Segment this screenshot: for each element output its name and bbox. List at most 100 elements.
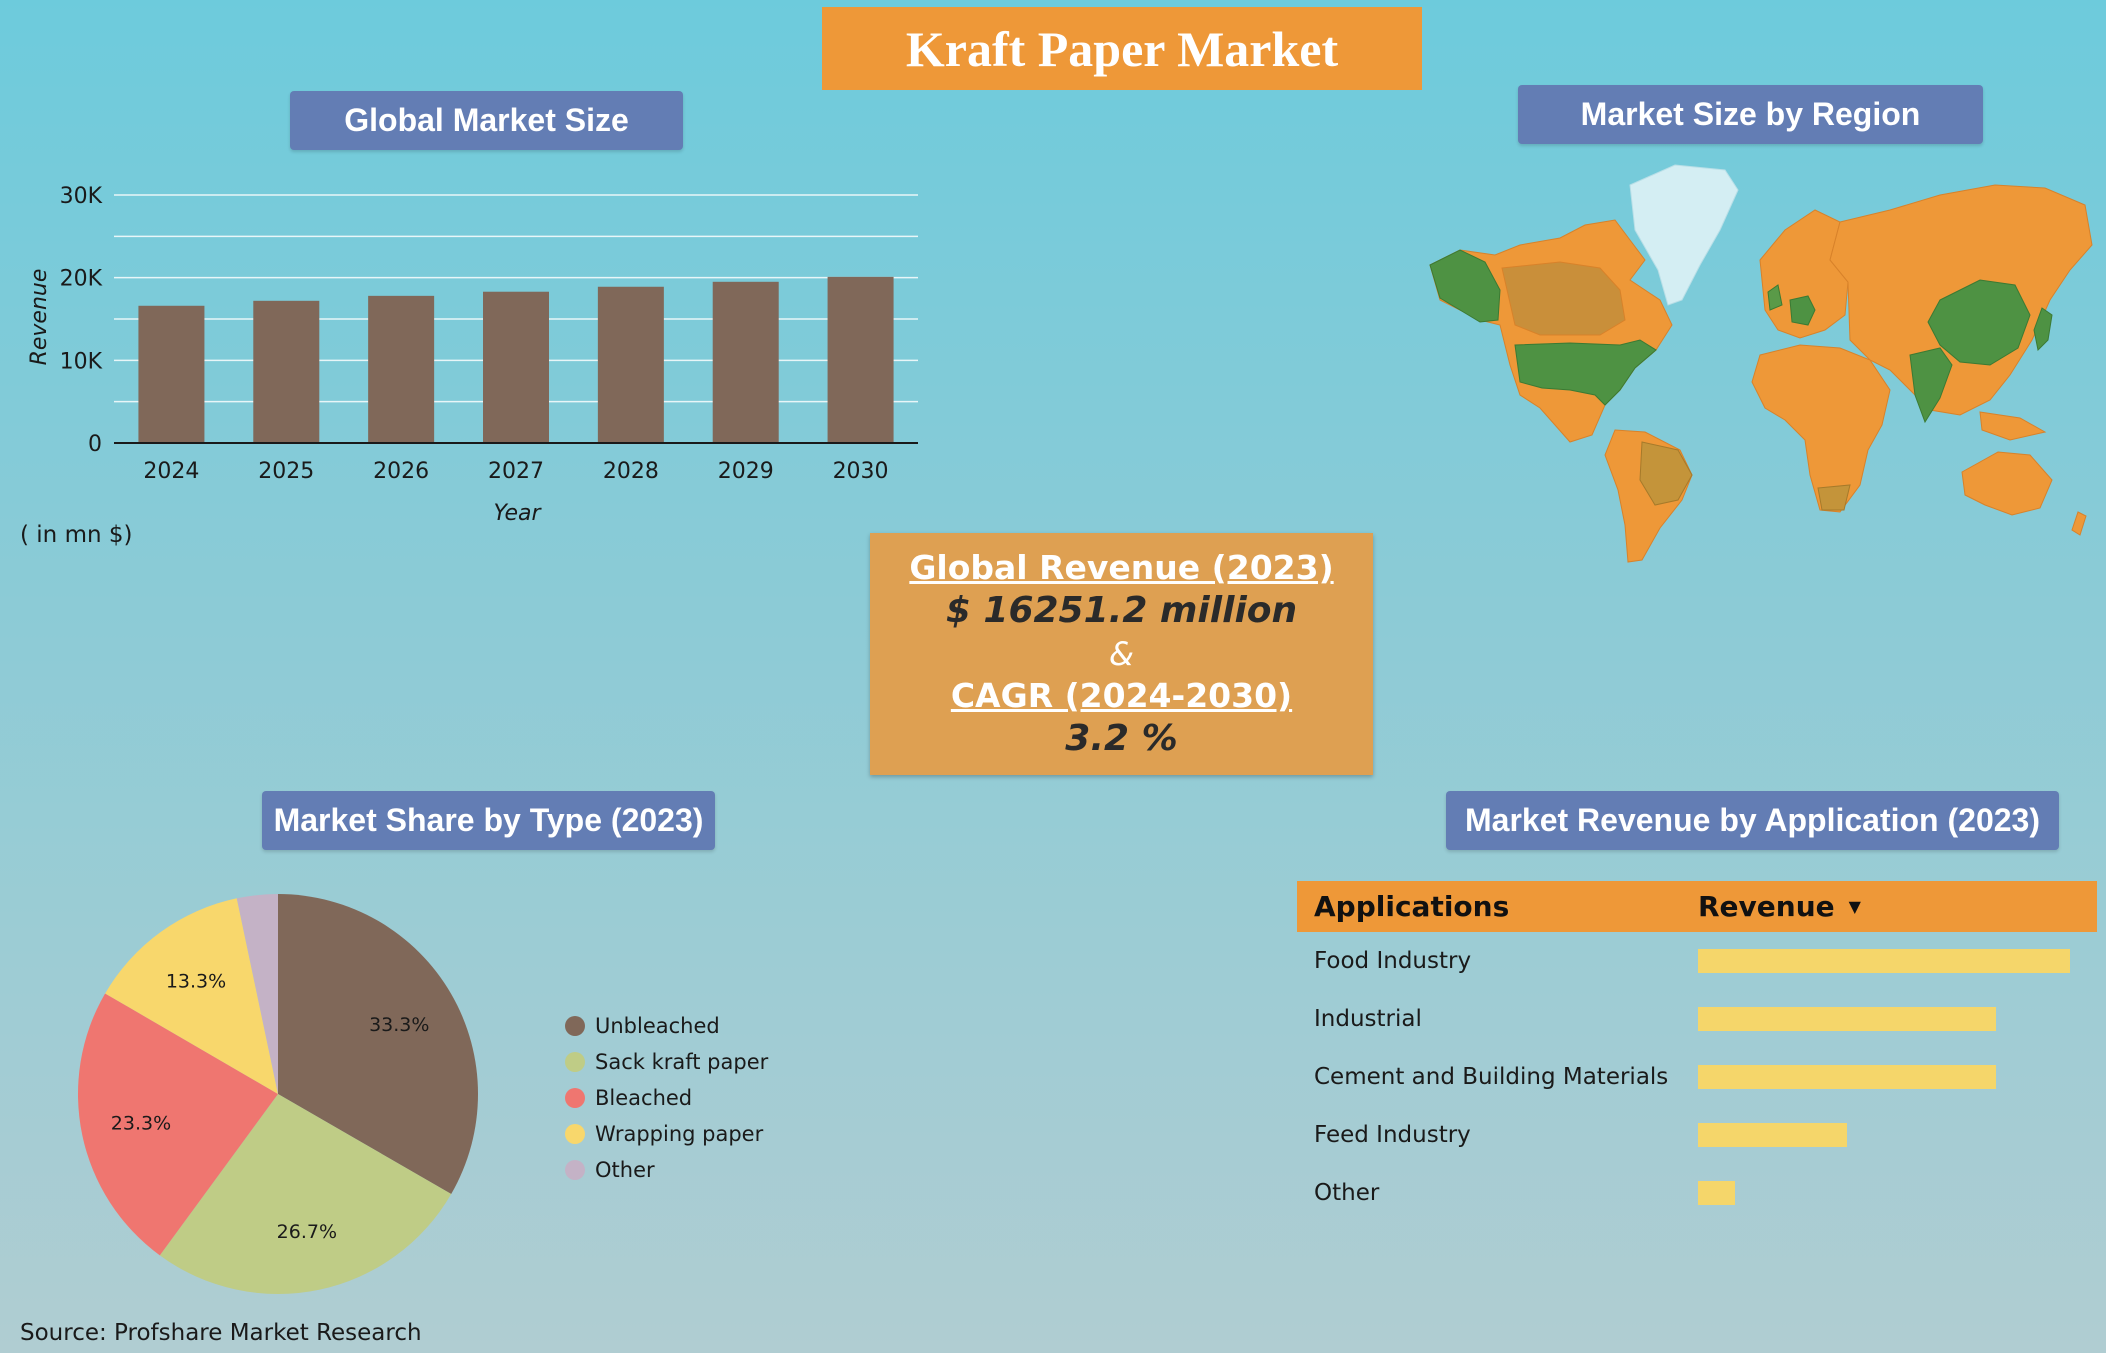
legend-item: Sack kraft paper bbox=[565, 1044, 768, 1080]
x-tick-label: 2030 bbox=[833, 459, 889, 484]
table-row: Food Industry bbox=[1297, 932, 2097, 990]
pie-slices bbox=[77, 894, 478, 1294]
map-new-zealand bbox=[2071, 511, 2087, 536]
pie-slice-sack-kraft-paper bbox=[159, 1094, 452, 1294]
pie-slice-wrapping-paper bbox=[105, 898, 278, 1094]
legend-label: Unbleached bbox=[595, 1014, 720, 1038]
pie-legend: Unbleached Sack kraft paper Bleached Wrappi… bbox=[565, 1008, 768, 1188]
legend-swatch bbox=[565, 1160, 585, 1180]
applications-rows: Food Industry Industrial Cement and Buildi… bbox=[1297, 932, 2097, 1222]
legend-label: Other bbox=[595, 1158, 655, 1182]
map-greenland bbox=[1629, 164, 1739, 306]
bar-2025 bbox=[253, 300, 320, 443]
bar-2028 bbox=[597, 286, 664, 443]
map-canada-east bbox=[1501, 261, 1626, 336]
table-row: Other bbox=[1297, 1164, 2097, 1222]
map-africa bbox=[1751, 344, 1891, 513]
revenue-value: $ 16251.2 million bbox=[945, 590, 1298, 631]
legend-swatch bbox=[565, 1052, 585, 1072]
global-market-size-title: Global Market Size bbox=[290, 91, 683, 150]
legend-swatch bbox=[565, 1088, 585, 1108]
x-tick-label: 2026 bbox=[373, 459, 429, 484]
application-label: Other bbox=[1314, 1180, 1380, 1206]
bar-2030 bbox=[827, 276, 894, 443]
legend-label: Bleached bbox=[595, 1086, 693, 1110]
page-title: Kraft Paper Market bbox=[822, 7, 1422, 90]
applications-header: Applications bbox=[1314, 890, 1510, 923]
cagr-label: CAGR (2024-2030) bbox=[950, 676, 1293, 715]
world-map bbox=[1429, 164, 2093, 563]
pie-data-label: 33.3% bbox=[369, 1014, 429, 1036]
map-south-africa bbox=[1817, 484, 1851, 511]
bar-2029 bbox=[712, 281, 779, 443]
revenue-by-application-title: Market Revenue by Application (2023) bbox=[1446, 791, 2059, 850]
map-europe bbox=[1759, 209, 1849, 339]
legend-label: Sack kraft paper bbox=[595, 1050, 769, 1074]
y-tick-label: 30K bbox=[60, 184, 103, 209]
revenue-bar bbox=[1698, 1065, 1996, 1089]
y-tick-label: 10K bbox=[60, 349, 103, 374]
revenue-bar-track bbox=[1698, 1065, 2070, 1089]
x-tick-label: 2029 bbox=[718, 459, 774, 484]
bar-2027 bbox=[483, 291, 549, 443]
revenue-bar-track bbox=[1698, 1007, 2070, 1031]
map-china bbox=[1927, 279, 2031, 366]
map-brazil bbox=[1639, 441, 1693, 506]
revenue-bar-track bbox=[1698, 1181, 2070, 1205]
kpi-ampersand: & bbox=[1109, 635, 1134, 673]
table-row: Feed Industry bbox=[1297, 1106, 2097, 1164]
map-india bbox=[1909, 347, 1953, 424]
pie-slice-bleached bbox=[77, 993, 278, 1256]
pie-data-label: 23.3% bbox=[111, 1113, 171, 1135]
legend-swatch bbox=[565, 1124, 585, 1144]
map-uk bbox=[1767, 284, 1783, 311]
bar-chart-x-ticks: 2024 2025 2026 2027 2028 2029 2030 bbox=[143, 459, 888, 484]
map-southeast-asia bbox=[1979, 411, 2047, 441]
application-label: Industrial bbox=[1314, 1006, 1422, 1032]
bar-2026 bbox=[368, 295, 435, 443]
pie-data-label: 13.3% bbox=[166, 971, 226, 993]
sort-down-icon[interactable]: ▼ bbox=[1848, 897, 1861, 916]
map-alaska bbox=[1429, 249, 1501, 323]
bar-chart-bars bbox=[138, 276, 894, 443]
application-label: Cement and Building Materials bbox=[1314, 1064, 1669, 1090]
x-axis-label: Year bbox=[493, 501, 542, 526]
market-share-pie-chart: 33.3% 26.7% 23.3% 13.3% bbox=[77, 894, 478, 1294]
y-axis-label: Revenue bbox=[27, 269, 52, 366]
y-tick-label: 0 bbox=[88, 432, 102, 457]
legend-item: Bleached bbox=[565, 1080, 768, 1116]
market-share-by-type-title: Market Share by Type (2023) bbox=[262, 791, 715, 850]
map-japan bbox=[2033, 307, 2053, 352]
application-label: Feed Industry bbox=[1314, 1122, 1471, 1148]
table-row: Industrial bbox=[1297, 990, 2097, 1048]
map-australia bbox=[1961, 451, 2053, 516]
applications-table: Applications Revenue ▼ Food Industry Indu… bbox=[1297, 881, 2097, 1222]
revenue-bar bbox=[1698, 1007, 1996, 1031]
applications-table-header: Applications Revenue ▼ bbox=[1297, 881, 2097, 932]
revenue-bar bbox=[1698, 949, 2070, 973]
revenue-bar-track bbox=[1698, 949, 2070, 973]
pie-slice-other bbox=[236, 894, 278, 1094]
legend-item: Other bbox=[565, 1152, 768, 1188]
legend-swatch bbox=[565, 1016, 585, 1036]
revenue-bar-track bbox=[1698, 1123, 2070, 1147]
revenue-header[interactable]: Revenue ▼ bbox=[1698, 890, 1861, 923]
x-tick-label: 2024 bbox=[143, 459, 199, 484]
revenue-bar bbox=[1698, 1181, 1736, 1205]
kpi-box: Global Revenue (2023) $ 16251.2 million … bbox=[870, 533, 1373, 775]
revenue-label: Global Revenue (2023) bbox=[909, 548, 1334, 587]
legend-item: Wrapping paper bbox=[565, 1116, 768, 1152]
bar-chart-y-ticks: 0 10K 20K 30K bbox=[60, 184, 103, 457]
unit-note: ( in mn $) bbox=[20, 522, 133, 548]
revenue-bar bbox=[1698, 1123, 1847, 1147]
map-usa bbox=[1514, 339, 1657, 406]
bar-2024 bbox=[138, 305, 205, 443]
x-tick-label: 2025 bbox=[258, 459, 314, 484]
source-note: Source: Profshare Market Research bbox=[20, 1320, 422, 1346]
revenue-header-label: Revenue bbox=[1698, 890, 1835, 923]
map-germany bbox=[1789, 295, 1816, 326]
pie-data-labels: 33.3% 26.7% 23.3% 13.3% bbox=[111, 971, 430, 1243]
pie-data-label: 26.7% bbox=[277, 1221, 337, 1243]
legend-item: Unbleached bbox=[565, 1008, 768, 1044]
